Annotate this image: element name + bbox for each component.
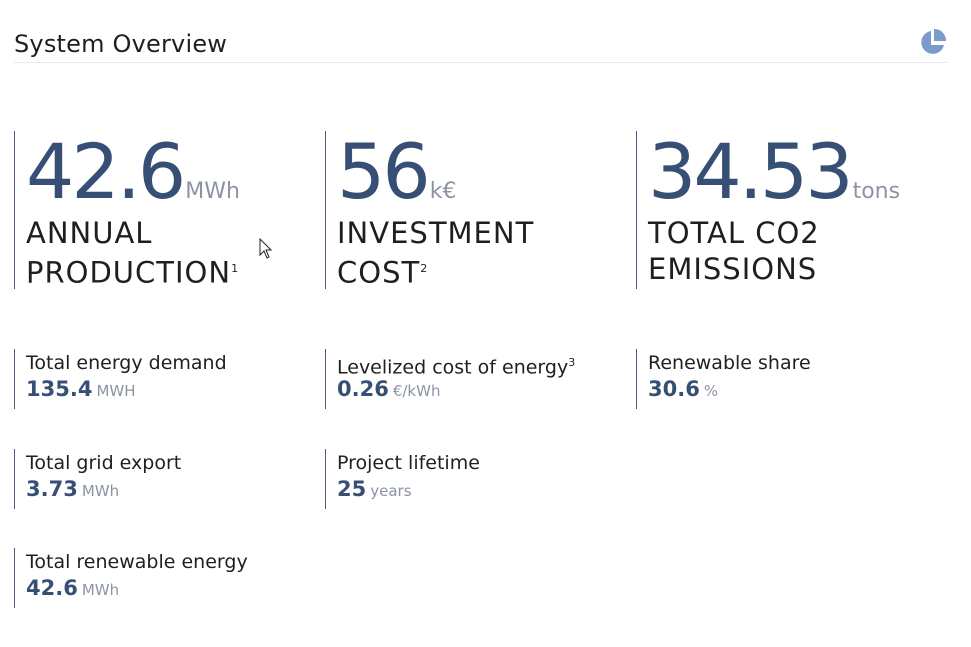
kpi-unit: MWh: [185, 179, 240, 204]
footnote-marker: 2: [420, 262, 428, 275]
kpi-label-line1: TOTAL CO2: [648, 216, 820, 250]
stat-value: 25: [337, 477, 367, 501]
kpi-value: 34.53: [648, 127, 854, 216]
stat-label: Total renewable energy: [26, 551, 248, 573]
stat-value: 0.26: [337, 377, 389, 401]
kpi-value: 42.6: [26, 127, 186, 216]
stat-label: Total energy demand: [26, 352, 227, 374]
footnote-marker: 3: [568, 356, 576, 369]
kpi-label-line1: ANNUAL: [26, 216, 153, 250]
stat-unit: MWH: [96, 382, 136, 400]
pie-chart-icon: [918, 28, 947, 57]
stat-unit: %: [703, 382, 719, 400]
stat-value: 42.6: [26, 576, 78, 600]
stat-levelized-cost-of-energy: Levelized cost of energy3 0.26 €/kWh: [325, 349, 625, 409]
kpi-label: ANNUAL PRODUCTION1: [26, 215, 238, 291]
stat-total-energy-demand: Total energy demand 135.4 MWH: [14, 349, 314, 409]
stat-unit: MWh: [81, 581, 120, 599]
kpi-annual-production: 42.6MWh ANNUAL PRODUCTION1: [14, 131, 314, 291]
kpi-label: INVESTMENT COST2: [337, 215, 534, 291]
kpi-label-line2: COST: [337, 255, 421, 290]
stat-label: Levelized cost of energy3: [337, 350, 575, 380]
overview-header: System Overview: [14, 0, 948, 63]
stat-renewable-share: Renewable share 30.6%: [636, 349, 936, 409]
stat-unit: years: [370, 482, 412, 500]
stat-label: Renewable share: [648, 352, 811, 374]
stat-unit: MWh: [81, 482, 120, 500]
footnote-marker: 1: [231, 262, 239, 275]
kpi-label-line2: PRODUCTION: [26, 255, 232, 290]
kpi-unit: k€: [429, 179, 457, 204]
kpi-total-co2-emissions: 34.53tons TOTAL CO2 EMISSIONS: [636, 131, 948, 289]
kpi-label-line2: EMISSIONS: [648, 252, 818, 286]
kpi-label: TOTAL CO2 EMISSIONS: [648, 215, 820, 287]
stat-label-text: Levelized cost of energy: [337, 356, 569, 379]
stat-value: 135.4: [26, 377, 93, 401]
stat-value: 30.6: [648, 377, 700, 401]
kpi-investment-cost: 56k€ INVESTMENT COST2: [325, 131, 625, 291]
stat-unit: €/kWh: [392, 382, 441, 400]
stat-label: Project lifetime: [337, 452, 480, 474]
stat-total-grid-export: Total grid export 3.73 MWh: [14, 449, 314, 509]
stat-label: Total grid export: [26, 452, 182, 474]
kpi-unit: tons: [852, 179, 901, 204]
stat-total-renewable-energy: Total renewable energy 42.6 MWh: [14, 548, 314, 608]
chart-view-button[interactable]: [918, 28, 947, 57]
stat-project-lifetime: Project lifetime 25 years: [325, 449, 625, 509]
mouse-cursor-icon: [259, 237, 273, 260]
stat-value: 3.73: [26, 477, 78, 501]
kpi-label-line1: INVESTMENT: [337, 216, 535, 250]
page-title: System Overview: [14, 30, 228, 58]
kpi-value: 56: [337, 127, 431, 216]
